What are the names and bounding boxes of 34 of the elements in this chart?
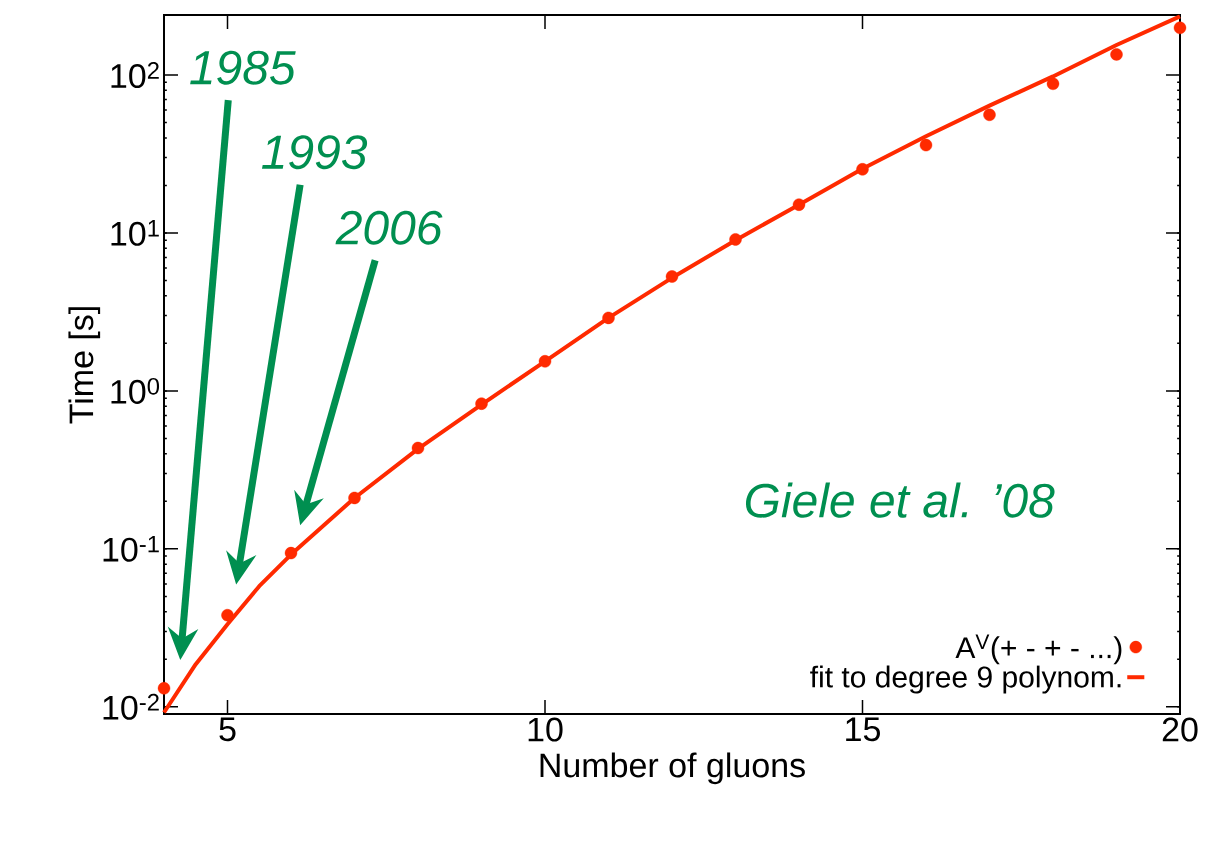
point: [284, 546, 298, 560]
point: [729, 233, 742, 246]
x-tick-label: 10: [528, 717, 563, 742]
point: [157, 682, 171, 695]
annotation: 2006: [335, 210, 443, 245]
legend-label: fit to degree 9 polynom.: [810, 665, 1121, 694]
y-tick-label: 10$^{-2}$: [103, 693, 159, 720]
y-tick-label: 10$^{-1}$: [103, 535, 159, 562]
point: [221, 609, 234, 622]
point: [919, 138, 933, 152]
annotation: 1993: [261, 135, 368, 170]
point: [538, 355, 552, 368]
y-tick-label: 10$^{2}$: [111, 62, 159, 89]
point: [1173, 21, 1187, 35]
point: [792, 198, 806, 211]
annotation: 1985: [190, 50, 296, 85]
point: [1110, 48, 1123, 61]
point: [983, 108, 996, 122]
x-tick-label: 15: [846, 717, 880, 742]
x-axis-title: Number of gluons: [540, 752, 805, 785]
point: [665, 270, 679, 283]
annotation: Giele et al. ’08: [745, 482, 1055, 518]
point: [602, 311, 615, 325]
y-tick-label: 10$^{0}$: [111, 377, 160, 404]
legend-label: A$^{V}$(+ - + - ...): [955, 634, 1122, 665]
point: [475, 397, 488, 410]
point: [856, 163, 869, 176]
x-tick-label: 5: [219, 717, 236, 742]
point: [1046, 77, 1060, 91]
x-tick-label: 20: [1162, 717, 1198, 742]
y-tick-label: 10$^{1}$: [111, 220, 159, 246]
point: [348, 491, 361, 505]
point: [411, 441, 425, 455]
y-axis-title: Time [s]: [68, 307, 101, 424]
